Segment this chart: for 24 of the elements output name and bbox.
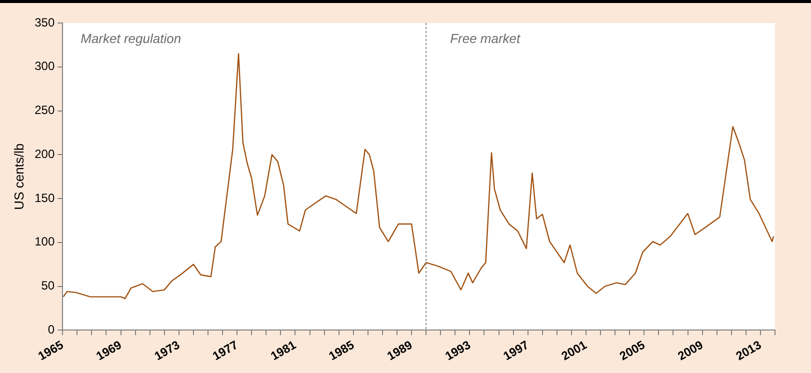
x-tick-label: 1989 xyxy=(384,338,415,364)
x-tick-label: 1977 xyxy=(210,338,241,364)
x-tick-label: 2005 xyxy=(617,338,648,364)
x-tick-label: 2001 xyxy=(559,338,590,364)
y-tick-label: 200 xyxy=(34,146,55,161)
x-tick-label: 1985 xyxy=(326,338,357,364)
x-tick-label: 2013 xyxy=(733,338,764,364)
y-tick-label: 250 xyxy=(34,103,55,118)
x-tick-label: 1973 xyxy=(152,338,182,364)
y-tick-label: 150 xyxy=(34,190,55,205)
y-axis-title: US cents/lb xyxy=(11,143,26,210)
x-tick-label: 1993 xyxy=(442,338,474,364)
y-tick-label: 100 xyxy=(34,234,55,249)
x-tick-label: 1965 xyxy=(36,338,66,364)
y-tick-label: 0 xyxy=(48,322,55,336)
x-tick-label: 2009 xyxy=(675,338,706,364)
annotation: Free market xyxy=(450,31,522,46)
y-tick-label: 350 xyxy=(34,15,55,30)
annotation: Market regulation xyxy=(80,31,182,46)
x-tick-label: 1969 xyxy=(94,338,124,364)
y-tick-label: 50 xyxy=(41,278,55,293)
y-tick-label: 300 xyxy=(34,59,55,74)
x-tick-label: 1981 xyxy=(268,338,299,364)
x-tick-label: 1997 xyxy=(500,338,532,364)
